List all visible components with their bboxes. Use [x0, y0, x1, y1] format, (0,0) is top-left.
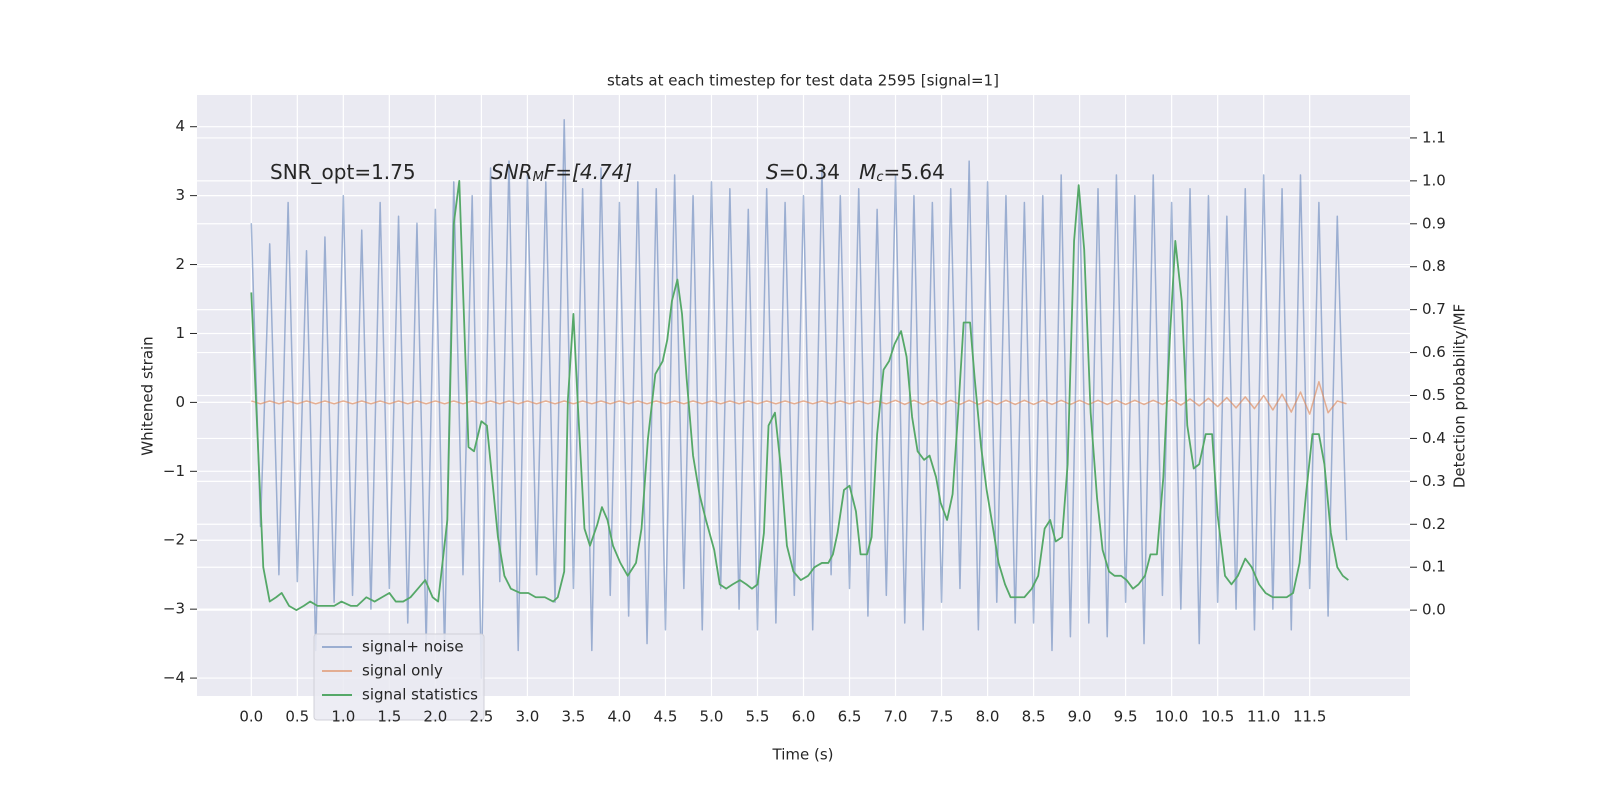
- annotation-part: S: [766, 160, 779, 184]
- legend-label: signal statistics: [362, 686, 478, 704]
- legend-label: signal+ noise: [362, 638, 464, 656]
- annotation-part: c: [876, 170, 883, 185]
- chart-title: stats at each timestep for test data 259…: [607, 72, 999, 90]
- annotation: S=0.34 Mc=5.64: [766, 160, 945, 185]
- y2-tick-label: 0.2: [1422, 515, 1446, 533]
- y-tick-label: −1: [163, 462, 185, 480]
- annotation: SNR_opt=1.75: [270, 160, 416, 184]
- annotation-part: =0.34: [779, 160, 859, 184]
- x-tick-label: 8.0: [976, 708, 1000, 726]
- y2-tick-label: 0.8: [1422, 257, 1446, 275]
- y-tick-label: −3: [163, 600, 185, 618]
- x-tick-label: 8.5: [1022, 708, 1046, 726]
- y-tick-label: 0: [175, 393, 185, 411]
- y-tick-label: 4: [175, 117, 185, 135]
- legend: signal+ noise signal only signal statistic…: [313, 633, 485, 721]
- x-tick-label: 3.0: [515, 708, 539, 726]
- x-tick-label: 2.5: [469, 708, 493, 726]
- x-tick-label: 0.5: [285, 708, 309, 726]
- y2-tick-label: 0.9: [1422, 214, 1446, 232]
- annotation-part: SNR_opt=1.75: [270, 160, 416, 184]
- y2-tick-label: 1.0: [1422, 171, 1446, 189]
- annotation-part: F=[4.74]: [544, 160, 632, 184]
- x-tick-label: 0.0: [239, 708, 263, 726]
- annotation-part: =5.64: [884, 160, 945, 184]
- x-tick-label: 9.5: [1114, 708, 1138, 726]
- annotation-part: SNR: [491, 160, 533, 184]
- legend-box: [313, 633, 485, 721]
- y-axis-label: Whitened strain: [139, 336, 157, 455]
- y-tick-label: 2: [175, 255, 185, 273]
- x-tick-label: 4.5: [654, 708, 678, 726]
- x-tick-label: 2.0: [423, 708, 447, 726]
- y-tick-label: 1: [175, 324, 185, 342]
- y2-tick-label: 0.7: [1422, 300, 1446, 318]
- y2-tick-label: 0.4: [1422, 429, 1446, 447]
- x-tick-label: 5.5: [746, 708, 770, 726]
- y-tick-label: −4: [163, 669, 185, 687]
- x-tick-label: 10.5: [1201, 708, 1234, 726]
- series-line: [250, 179, 1349, 612]
- x-tick-label: 7.0: [884, 708, 908, 726]
- y2-tick-label: 0.3: [1422, 472, 1446, 490]
- series-line: [251, 380, 1347, 415]
- y2-tick-label: 1.1: [1422, 128, 1446, 146]
- annotation-part: M: [859, 160, 876, 184]
- annotation-part: M: [533, 170, 544, 185]
- y2-tick-label: 0.0: [1422, 601, 1446, 619]
- x-tick-label: 4.0: [608, 708, 632, 726]
- x-tick-label: 7.5: [930, 708, 954, 726]
- x-tick-label: 10.0: [1155, 708, 1188, 726]
- x-tick-label: 6.0: [792, 708, 816, 726]
- x-tick-label: 5.0: [700, 708, 724, 726]
- x-tick-label: 11.0: [1247, 708, 1280, 726]
- x-tick-label: 1.0: [331, 708, 355, 726]
- y-tick-label: 3: [175, 186, 185, 204]
- x-tick-label: 9.0: [1068, 708, 1092, 726]
- x-tick-label: 3.5: [561, 708, 585, 726]
- marks: [250, 119, 1349, 679]
- y2-axis-label: Detection probability/MF: [1451, 304, 1469, 488]
- legend-label: signal only: [362, 662, 443, 680]
- y2-tick-label: 0.1: [1422, 558, 1446, 576]
- y-tick-label: −2: [163, 531, 185, 549]
- x-tick-label: 6.5: [838, 708, 862, 726]
- series-line: [250, 119, 1348, 679]
- y2-tick-label: 0.6: [1422, 343, 1446, 361]
- x-tick-label: 11.5: [1293, 708, 1326, 726]
- y2-tick-label: 0.5: [1422, 386, 1446, 404]
- x-tick-label: 1.5: [377, 708, 401, 726]
- annotation: SNRMF=[4.74]: [491, 160, 632, 185]
- x-axis-label: Time (s): [772, 746, 834, 764]
